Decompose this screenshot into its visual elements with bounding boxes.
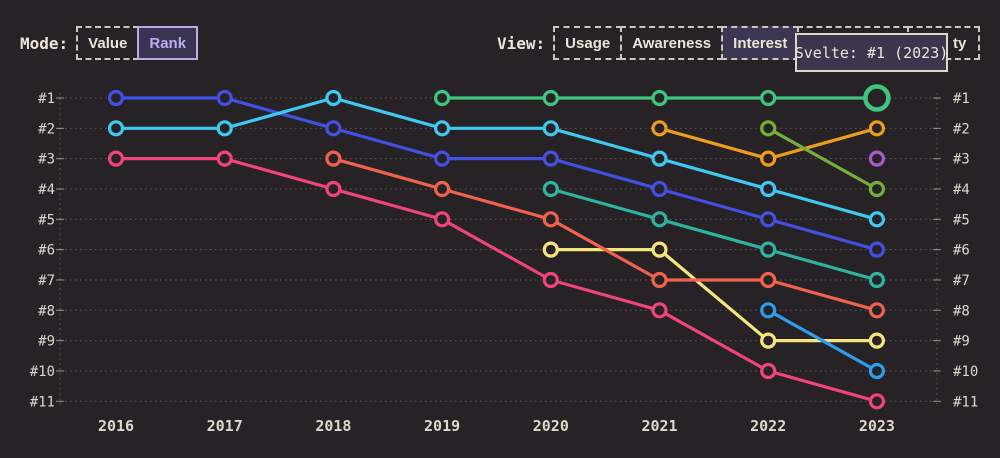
data-point-blue-2017[interactable] — [216, 89, 233, 107]
left-rank-label-#10: #10 — [30, 364, 55, 380]
data-point-pink-2020[interactable] — [542, 271, 559, 289]
left-rank-label-#7: #7 — [38, 273, 55, 289]
right-rank-label-#11: #11 — [953, 394, 978, 410]
view-toggle-group: View: Usage Awareness Interest ty — [497, 26, 981, 60]
data-point-salmon-2020[interactable] — [542, 211, 559, 228]
left-rank-label-#6: #6 — [38, 243, 55, 259]
data-point-blue-2022[interactable] — [760, 211, 777, 228]
data-point-blue-2019[interactable] — [434, 150, 451, 167]
data-point-pink-2022[interactable] — [760, 362, 777, 380]
year-label-2022: 2022 — [750, 417, 786, 435]
left-rank-label-#2: #2 — [38, 121, 55, 137]
chart-tooltip: Svelte: #1 (2023) — [795, 33, 948, 72]
mode-button-rank[interactable]: Rank — [137, 26, 199, 60]
data-point-blue-2021[interactable] — [651, 180, 668, 198]
data-point-svelte-2023-highlighted[interactable] — [863, 84, 891, 112]
data-point-yellow-2020[interactable] — [542, 241, 559, 258]
year-label-2019: 2019 — [424, 417, 460, 435]
data-point-salmon-2019[interactable] — [434, 180, 451, 198]
series-line-lightgreen — [766, 126, 879, 191]
left-rank-label-#8: #8 — [38, 303, 55, 319]
right-rank-label-#5: #5 — [953, 212, 970, 228]
year-label-2023: 2023 — [859, 417, 895, 435]
data-point-salmon-2021[interactable] — [651, 271, 668, 289]
series-line-azure — [766, 308, 879, 373]
data-point-blue-2023[interactable] — [868, 241, 886, 258]
data-point-cyan-2020[interactable] — [542, 120, 559, 137]
year-label-2018: 2018 — [315, 417, 351, 435]
data-point-salmon-2018[interactable] — [325, 150, 342, 167]
data-point-blue-2018[interactable] — [325, 120, 342, 137]
mode-toggle-group: Mode: Value Rank — [20, 26, 199, 60]
view-label: View: — [497, 33, 546, 53]
data-point-teal-2022[interactable] — [760, 241, 777, 258]
data-point-cyan-2019[interactable] — [434, 120, 451, 137]
year-label-2021: 2021 — [641, 417, 677, 435]
data-point-lightgreen-2022[interactable] — [760, 120, 777, 137]
mode-label: Mode: — [20, 33, 69, 53]
data-point-svelte-2022[interactable] — [760, 89, 777, 107]
data-point-blue-2020[interactable] — [542, 150, 559, 167]
data-point-yellow-2023[interactable] — [868, 332, 886, 349]
data-point-teal-2020[interactable] — [542, 180, 559, 198]
data-point-pink-2021[interactable] — [651, 302, 668, 319]
data-point-blue-2016[interactable] — [107, 89, 125, 107]
right-rank-label-#7: #7 — [953, 273, 970, 289]
left-rank-label-#1: #1 — [38, 91, 55, 107]
data-point-lightgreen-2023[interactable] — [868, 180, 886, 198]
year-label-2016: 2016 — [98, 417, 134, 435]
series-line-teal — [549, 187, 879, 282]
data-point-orange-2023[interactable] — [868, 120, 886, 137]
data-point-pink-2019[interactable] — [434, 211, 451, 228]
series-line-pink — [114, 157, 879, 403]
data-point-salmon-2023[interactable] — [868, 302, 886, 319]
data-point-orange-2021[interactable] — [651, 120, 668, 137]
data-point-cyan-2016[interactable] — [107, 120, 125, 137]
data-point-salmon-2022[interactable] — [760, 271, 777, 289]
right-rank-label-#10: #10 — [953, 364, 978, 380]
right-rank-label-#8: #8 — [953, 303, 970, 319]
left-rank-label-#9: #9 — [38, 334, 55, 350]
data-point-pink-2016[interactable] — [107, 150, 125, 167]
chart-tooltip-text: Svelte: #1 (2023) — [794, 43, 949, 62]
right-rank-label-#9: #9 — [953, 334, 970, 350]
data-point-pink-2023[interactable] — [868, 393, 886, 410]
series-line-blue — [114, 96, 879, 252]
data-point-azure-2022[interactable] — [760, 302, 777, 319]
right-rank-label-#3: #3 — [953, 152, 970, 168]
data-point-teal-2021[interactable] — [651, 211, 668, 228]
data-point-pink-2017[interactable] — [216, 150, 233, 167]
series-line-cyan — [114, 96, 879, 221]
data-point-svelte-2020[interactable] — [542, 89, 559, 107]
data-point-cyan-2017[interactable] — [216, 120, 233, 137]
left-rank-label-#5: #5 — [38, 212, 55, 228]
right-rank-label-#6: #6 — [953, 243, 970, 259]
year-label-2017: 2017 — [207, 417, 243, 435]
year-label-2020: 2020 — [533, 417, 569, 435]
data-point-svelte-2021[interactable] — [651, 89, 668, 107]
data-point-cyan-2021[interactable] — [651, 150, 668, 167]
data-point-azure-2023[interactable] — [868, 362, 886, 380]
data-point-cyan-2023[interactable] — [868, 211, 886, 228]
data-point-pink-2018[interactable] — [325, 180, 342, 198]
right-rank-label-#1: #1 — [953, 91, 970, 107]
series-line-salmon — [331, 157, 879, 312]
data-point-cyan-2018[interactable] — [325, 89, 342, 107]
data-point-yellow-2022[interactable] — [760, 332, 777, 349]
data-point-cyan-2022[interactable] — [760, 180, 777, 198]
left-rank-label-#11: #11 — [30, 394, 55, 410]
data-point-purple-2023[interactable] — [868, 150, 886, 167]
data-point-orange-2022[interactable] — [760, 150, 777, 167]
right-rank-label-#2: #2 — [953, 121, 970, 137]
left-rank-label-#3: #3 — [38, 152, 55, 168]
data-point-teal-2023[interactable] — [868, 271, 886, 289]
data-point-yellow-2021[interactable] — [651, 241, 668, 258]
right-rank-label-#4: #4 — [953, 182, 970, 198]
data-point-svelte-2019[interactable] — [434, 89, 451, 107]
left-rank-label-#4: #4 — [38, 182, 55, 198]
